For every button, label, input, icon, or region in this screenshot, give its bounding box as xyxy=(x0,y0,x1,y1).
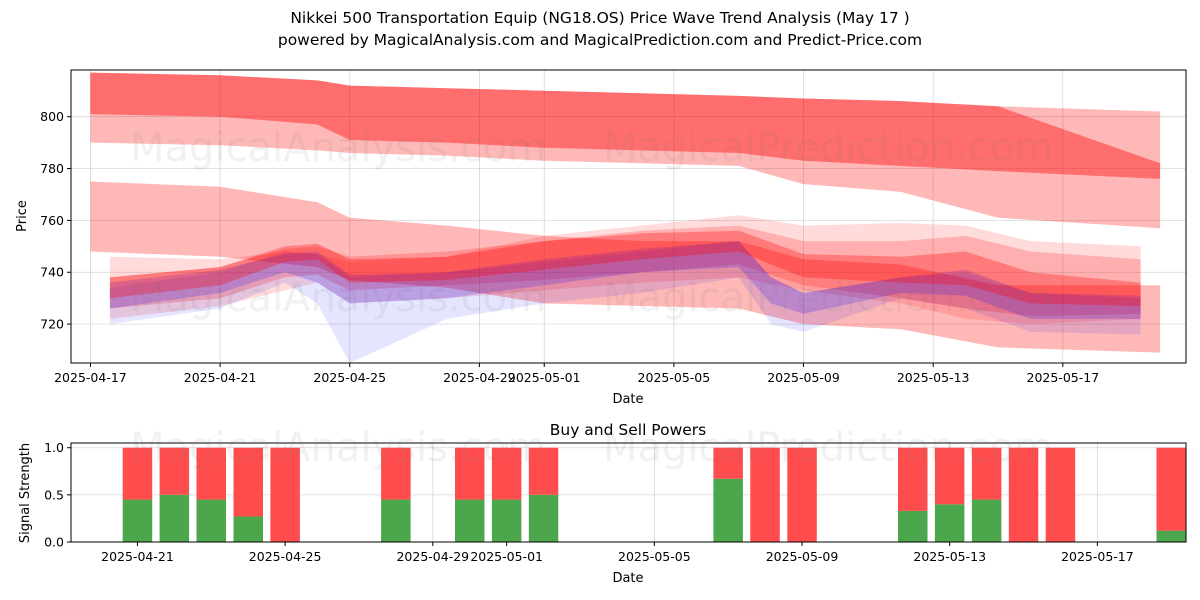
sell-bar-5 xyxy=(381,447,411,500)
main-axes: 2025-04-17 2025-04-21 2025-04-25 2025-04-29… xyxy=(40,109,1099,385)
main-xtick-label-3: 2025-04-29 xyxy=(443,370,516,385)
bar-ytick-label-2: 1.0 xyxy=(44,440,64,455)
watermark-prediction-top: MagicalPrediction.com xyxy=(603,125,1053,171)
main-xtick-label-4: 2025-05-01 xyxy=(508,370,581,385)
buy-bar-9 xyxy=(713,478,743,542)
buy-bar-0 xyxy=(122,499,153,542)
main-grid xyxy=(71,70,1186,363)
main-ytick-label-3: 780 xyxy=(40,161,64,176)
chart-subtitle: powered by MagicalAnalysis.com and Magic… xyxy=(277,31,923,49)
main-xtick-label-5: 2025-05-05 xyxy=(638,370,711,385)
main-plot-frame xyxy=(70,69,1187,364)
buy-bar-13 xyxy=(934,504,965,542)
bar-ytick-label-0: 0.0 xyxy=(44,535,64,550)
bar-ytick-label-1: 0.5 xyxy=(44,487,64,502)
main-xtick-label-0: 2025-04-17 xyxy=(54,370,127,385)
chart-title: Nikkei 500 Transportation Equip (NG18.OS… xyxy=(290,9,910,27)
main-xtick-label-1: 2025-04-21 xyxy=(184,370,257,385)
sell-bar-4 xyxy=(270,447,300,542)
main-xtick-label-7: 2025-05-13 xyxy=(897,370,970,385)
sell-bar-2 xyxy=(196,447,226,500)
bar-ylabel: Signal Strength xyxy=(18,443,33,543)
bar-axes: 2025-04-21 2025-04-25 2025-04-29 2025-05-01… xyxy=(44,440,1134,564)
buy-bar-2 xyxy=(196,499,226,542)
watermark-analysis-mid: MagicalAnalysis.com xyxy=(130,275,547,321)
price-band-0 xyxy=(90,72,1161,229)
bar-xtick-label-0: 2025-04-21 xyxy=(101,549,174,564)
buy-bar-7 xyxy=(491,499,522,542)
main-xtick-label-2: 2025-04-25 xyxy=(313,370,386,385)
sell-bar-11 xyxy=(787,447,817,542)
buy-bar-17 xyxy=(1156,530,1186,542)
watermark-prediction-mid: MagicalPrediction.com xyxy=(603,275,1053,321)
bar-xtick-label-3: 2025-05-01 xyxy=(470,549,543,564)
buy-bar-8 xyxy=(528,494,559,542)
price-band-2 xyxy=(90,181,1161,353)
sell-bar-14 xyxy=(971,447,1002,500)
main-ylabel: Price xyxy=(15,200,30,232)
price-band-1 xyxy=(90,72,1161,179)
sell-bar-10 xyxy=(750,447,780,542)
price-band-7 xyxy=(109,230,1141,306)
bar-bars xyxy=(122,447,1186,542)
price-band-5 xyxy=(109,241,1141,363)
main-xtick-label-8: 2025-05-17 xyxy=(1027,370,1100,385)
watermark-analysis-top: MagicalAnalysis.com xyxy=(130,125,547,171)
watermark-prediction-bottom: MagicalPrediction.com xyxy=(603,425,1053,471)
sell-bar-16 xyxy=(1045,447,1076,542)
main-ytick-label-2: 760 xyxy=(40,213,64,228)
bar-xtick-label-7: 2025-05-17 xyxy=(1061,549,1134,564)
sell-bar-15 xyxy=(1008,447,1039,542)
main-ytick-label-4: 800 xyxy=(40,109,64,124)
buy-bar-5 xyxy=(381,499,411,542)
sell-bar-0 xyxy=(122,447,153,500)
bar-xtick-label-2: 2025-04-29 xyxy=(396,549,469,564)
sell-bar-13 xyxy=(934,447,965,505)
buy-bar-1 xyxy=(159,494,190,542)
price-band-4 xyxy=(109,225,1141,317)
sell-bar-6 xyxy=(455,447,485,500)
main-ytick-label-0: 720 xyxy=(40,317,64,332)
buy-bar-14 xyxy=(971,499,1002,542)
sell-bar-9 xyxy=(713,447,743,479)
sell-bar-7 xyxy=(491,447,522,500)
sell-bar-3 xyxy=(233,447,263,517)
price-band-3 xyxy=(109,215,1141,325)
price-band-6 xyxy=(109,241,1141,319)
bar-xlabel: Date xyxy=(612,571,643,586)
buy-bar-12 xyxy=(898,510,928,542)
bar-title: Buy and Sell Powers xyxy=(550,421,707,439)
sell-bar-1 xyxy=(159,447,190,495)
bar-plot-frame xyxy=(70,442,1187,543)
bar-xtick-label-1: 2025-04-25 xyxy=(249,549,322,564)
main-bands xyxy=(90,72,1161,363)
sell-bar-17 xyxy=(1156,447,1186,531)
watermark-analysis-bottom: MagicalAnalysis.com xyxy=(130,425,547,471)
buy-bar-3 xyxy=(233,516,263,542)
buy-bar-6 xyxy=(455,499,485,542)
main-xlabel: Date xyxy=(612,392,643,407)
bar-xtick-label-4: 2025-05-05 xyxy=(618,549,691,564)
main-xtick-label-6: 2025-05-09 xyxy=(767,370,840,385)
main-ytick-label-1: 740 xyxy=(40,265,64,280)
bar-xtick-label-5: 2025-05-09 xyxy=(766,549,839,564)
bar-xtick-label-6: 2025-05-13 xyxy=(913,549,986,564)
sell-bar-8 xyxy=(528,447,559,495)
sell-bar-12 xyxy=(898,447,928,511)
